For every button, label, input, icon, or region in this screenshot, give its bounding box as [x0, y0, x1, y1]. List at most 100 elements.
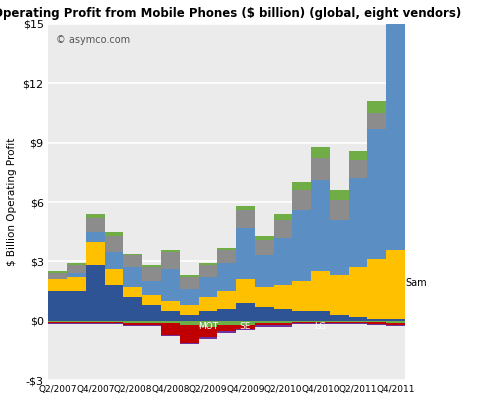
Bar	[142, 325, 161, 326]
Bar	[255, 255, 274, 287]
Bar	[124, 255, 142, 267]
Bar	[255, 323, 274, 325]
Bar	[311, 322, 330, 323]
Bar	[142, 265, 161, 267]
Bar	[161, 335, 180, 336]
Bar	[386, 325, 405, 326]
Bar	[86, 242, 104, 265]
Bar	[180, 315, 199, 321]
Bar	[255, 240, 274, 255]
Bar	[142, 267, 161, 281]
Bar	[236, 210, 255, 228]
Bar	[236, 303, 255, 321]
Bar	[274, 238, 292, 285]
Bar	[274, 309, 292, 321]
Bar	[142, 295, 161, 305]
Bar	[330, 190, 348, 200]
Bar	[48, 271, 67, 273]
Bar	[124, 321, 142, 323]
Bar	[218, 249, 236, 263]
Bar	[142, 321, 161, 323]
Bar	[330, 275, 348, 315]
Bar	[386, 0, 405, 249]
Bar	[348, 322, 368, 323]
Bar	[48, 322, 67, 323]
Bar	[124, 287, 142, 297]
Bar	[86, 218, 104, 232]
Bar	[330, 200, 348, 220]
Bar	[67, 321, 86, 322]
Bar	[48, 323, 67, 324]
Bar	[368, 319, 386, 321]
Bar	[368, 324, 386, 325]
Bar	[104, 285, 124, 321]
Bar	[218, 291, 236, 309]
Bar	[86, 322, 104, 323]
Bar	[180, 305, 199, 315]
Bar	[180, 289, 199, 305]
Bar	[48, 321, 67, 322]
Bar	[104, 321, 124, 322]
Bar	[198, 265, 218, 277]
Text: RIM: RIM	[405, 237, 423, 247]
Bar	[274, 285, 292, 309]
Bar	[67, 291, 86, 321]
Bar	[368, 259, 386, 319]
Bar	[67, 323, 86, 324]
Bar	[180, 277, 199, 289]
Bar	[67, 273, 86, 277]
Bar	[348, 160, 368, 178]
Bar	[330, 322, 348, 323]
Bar	[180, 321, 199, 325]
Bar	[274, 321, 292, 323]
Bar	[161, 249, 180, 251]
Bar	[292, 323, 311, 324]
Text: SE: SE	[240, 322, 251, 331]
Text: Sam: Sam	[405, 278, 427, 288]
Bar	[198, 321, 218, 327]
Bar	[368, 129, 386, 259]
Bar	[274, 325, 292, 327]
Bar	[198, 297, 218, 311]
Bar	[218, 321, 236, 325]
Bar	[274, 220, 292, 238]
Bar	[255, 236, 274, 240]
Bar	[67, 263, 86, 265]
Bar	[311, 147, 330, 158]
Bar	[292, 190, 311, 210]
Bar	[218, 247, 236, 249]
Bar	[48, 279, 67, 291]
Bar	[236, 329, 255, 330]
Bar	[161, 251, 180, 269]
Bar	[161, 321, 180, 323]
Bar	[330, 220, 348, 275]
Bar	[255, 307, 274, 321]
Bar	[124, 253, 142, 255]
Bar	[86, 232, 104, 242]
Bar	[292, 182, 311, 190]
Bar	[180, 342, 199, 344]
Bar	[218, 309, 236, 321]
Bar	[104, 236, 124, 251]
Text: LG: LG	[314, 322, 326, 331]
Bar	[124, 323, 142, 325]
Bar	[311, 271, 330, 311]
Bar	[67, 265, 86, 273]
Bar	[161, 311, 180, 321]
Bar	[104, 232, 124, 236]
Bar	[348, 321, 368, 322]
Bar	[218, 263, 236, 291]
Bar	[142, 305, 161, 321]
Bar	[236, 321, 255, 325]
Text: HTC: HTC	[405, 27, 424, 37]
Bar	[124, 325, 142, 326]
Bar	[255, 321, 274, 323]
Bar	[311, 158, 330, 180]
Bar	[236, 206, 255, 210]
Bar	[198, 337, 218, 338]
Bar	[311, 180, 330, 271]
Bar	[368, 101, 386, 113]
Bar	[368, 321, 386, 322]
Bar	[86, 323, 104, 324]
Bar	[348, 317, 368, 321]
